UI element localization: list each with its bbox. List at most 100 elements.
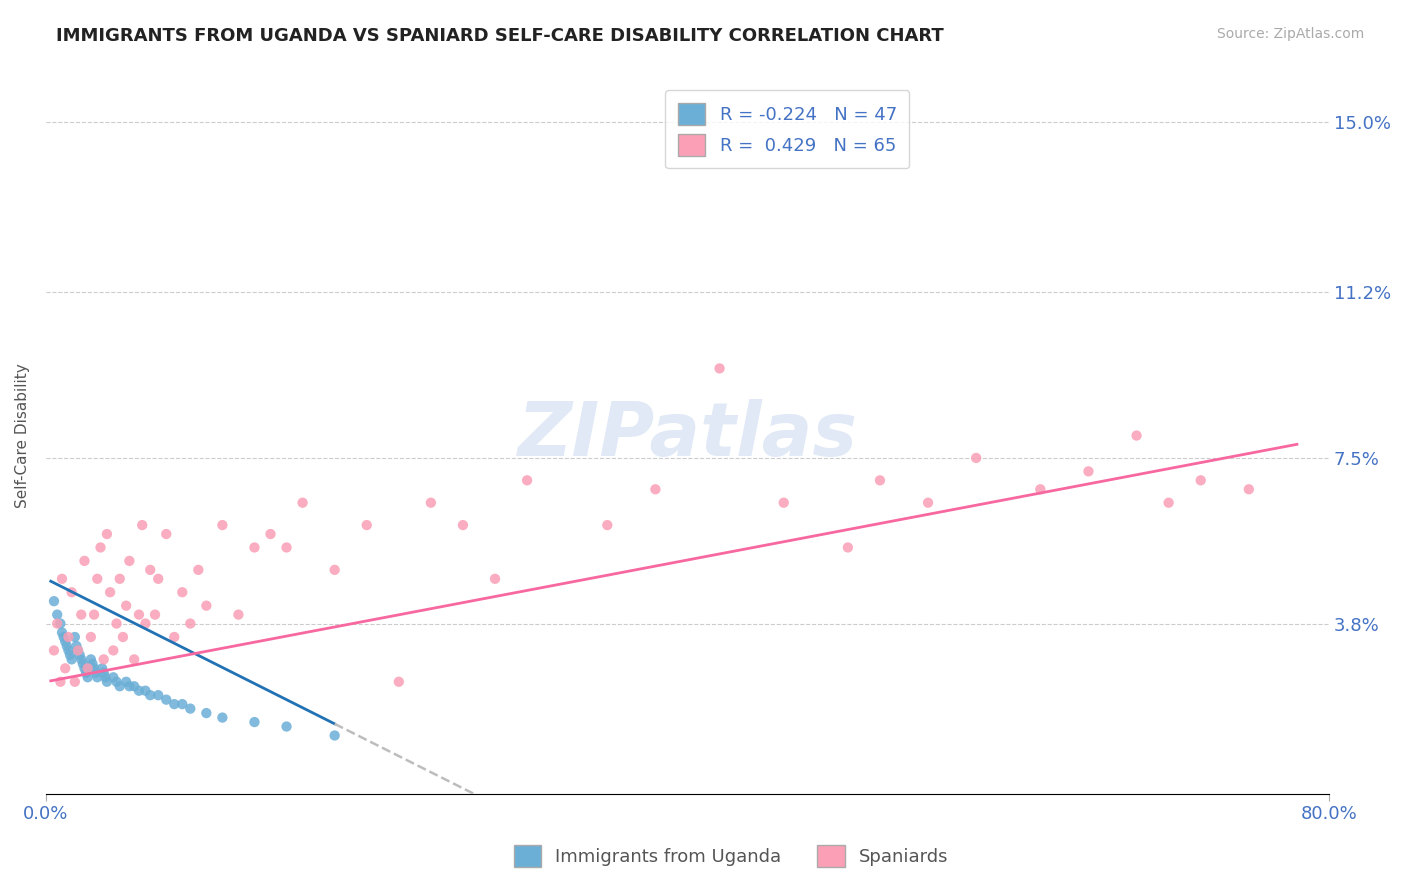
Point — [451, 518, 474, 533]
Point — [108, 572, 131, 586]
Point — [80, 630, 103, 644]
Point — [82, 657, 104, 671]
Point — [75, 665, 97, 680]
Point — [131, 518, 153, 533]
Point — [93, 652, 115, 666]
Point — [179, 701, 201, 715]
Point — [128, 683, 150, 698]
Point — [276, 719, 298, 733]
Point — [228, 607, 250, 622]
Point — [115, 674, 138, 689]
Point — [111, 630, 134, 644]
Point — [115, 599, 138, 613]
Point — [276, 541, 298, 555]
Point — [516, 473, 538, 487]
Text: IMMIGRANTS FROM UGANDA VS SPANIARD SELF-CARE DISABILITY CORRELATION CHART: IMMIGRANTS FROM UGANDA VS SPANIARD SELF-… — [56, 27, 943, 45]
Point — [67, 643, 90, 657]
Point — [134, 683, 156, 698]
Legend: R = -0.224   N = 47, R =  0.429   N = 65: R = -0.224 N = 47, R = 0.429 N = 65 — [665, 90, 910, 169]
Point — [323, 729, 346, 743]
Point — [917, 496, 939, 510]
Point — [187, 563, 209, 577]
Point — [291, 496, 314, 510]
Point — [211, 518, 233, 533]
Point — [1157, 496, 1180, 510]
Point — [139, 563, 162, 577]
Point — [118, 554, 141, 568]
Point — [148, 572, 170, 586]
Point — [211, 710, 233, 724]
Point — [73, 554, 96, 568]
Point — [60, 585, 83, 599]
Point — [134, 616, 156, 631]
Point — [96, 674, 118, 689]
Point — [93, 665, 115, 680]
Point — [53, 661, 76, 675]
Point — [122, 652, 145, 666]
Point — [118, 679, 141, 693]
Point — [105, 616, 128, 631]
Point — [69, 648, 91, 662]
Point — [148, 688, 170, 702]
Point — [837, 541, 859, 555]
Point — [98, 585, 121, 599]
Point — [63, 674, 86, 689]
Point — [388, 674, 411, 689]
Point — [70, 607, 93, 622]
Point — [59, 648, 82, 662]
Point — [596, 518, 619, 533]
Point — [49, 674, 72, 689]
Point — [772, 496, 794, 510]
Point — [139, 688, 162, 702]
Point — [163, 630, 186, 644]
Point — [103, 670, 125, 684]
Point — [42, 594, 65, 608]
Point — [1189, 473, 1212, 487]
Point — [195, 599, 218, 613]
Point — [58, 630, 80, 644]
Point — [65, 639, 87, 653]
Point — [52, 630, 75, 644]
Point — [179, 616, 201, 631]
Point — [73, 661, 96, 675]
Point — [965, 450, 987, 465]
Point — [89, 541, 111, 555]
Legend: Immigrants from Uganda, Spaniards: Immigrants from Uganda, Spaniards — [506, 838, 956, 874]
Point — [356, 518, 378, 533]
Point — [84, 665, 107, 680]
Point — [51, 625, 73, 640]
Point — [53, 634, 76, 648]
Point — [76, 661, 98, 675]
Point — [60, 652, 83, 666]
Text: Source: ZipAtlas.com: Source: ZipAtlas.com — [1216, 27, 1364, 41]
Point — [143, 607, 166, 622]
Point — [644, 483, 666, 497]
Point — [72, 657, 94, 671]
Point — [419, 496, 441, 510]
Point — [243, 541, 266, 555]
Point — [91, 661, 114, 675]
Point — [103, 643, 125, 657]
Point — [243, 714, 266, 729]
Point — [70, 652, 93, 666]
Point — [49, 616, 72, 631]
Point — [155, 527, 177, 541]
Point — [1237, 483, 1260, 497]
Point — [108, 679, 131, 693]
Point — [83, 607, 105, 622]
Point — [94, 670, 117, 684]
Point — [155, 692, 177, 706]
Point — [1125, 428, 1147, 442]
Point — [76, 670, 98, 684]
Point — [80, 652, 103, 666]
Point — [869, 473, 891, 487]
Text: ZIPatlas: ZIPatlas — [517, 399, 858, 472]
Point — [83, 661, 105, 675]
Point — [709, 361, 731, 376]
Point — [172, 585, 194, 599]
Point — [128, 607, 150, 622]
Point — [51, 572, 73, 586]
Point — [195, 706, 218, 720]
Point — [67, 643, 90, 657]
Point — [484, 572, 506, 586]
